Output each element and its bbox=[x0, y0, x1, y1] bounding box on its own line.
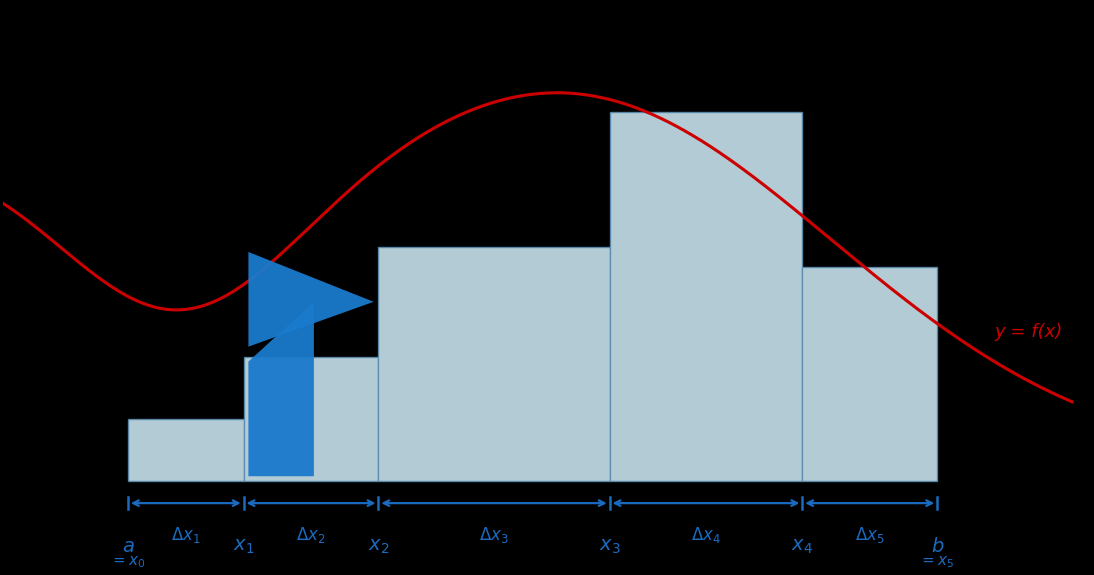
Text: a: a bbox=[123, 537, 133, 556]
Polygon shape bbox=[248, 302, 314, 476]
Text: $= x_5$: $= x_5$ bbox=[919, 554, 955, 570]
Text: $= x_0$: $= x_0$ bbox=[110, 554, 146, 570]
Text: $\Delta x_3$: $\Delta x_3$ bbox=[479, 525, 509, 545]
Bar bbox=[802, 267, 938, 481]
Bar bbox=[244, 356, 379, 481]
Bar bbox=[609, 113, 802, 481]
Text: $x_2$: $x_2$ bbox=[368, 537, 389, 556]
Text: $x_3$: $x_3$ bbox=[598, 537, 620, 556]
Text: $x_4$: $x_4$ bbox=[791, 537, 813, 556]
Bar bbox=[379, 247, 609, 481]
Text: $\Delta x_4$: $\Delta x_4$ bbox=[691, 525, 721, 545]
Text: $\Delta x_5$: $\Delta x_5$ bbox=[854, 525, 884, 545]
Text: y = f(x): y = f(x) bbox=[994, 323, 1063, 341]
Polygon shape bbox=[248, 252, 374, 347]
Text: b: b bbox=[931, 537, 943, 556]
Text: $x_1$: $x_1$ bbox=[233, 537, 254, 556]
Text: $\Delta x_1$: $\Delta x_1$ bbox=[171, 525, 200, 545]
Text: $\Delta x_2$: $\Delta x_2$ bbox=[296, 525, 326, 545]
Bar bbox=[128, 419, 244, 481]
